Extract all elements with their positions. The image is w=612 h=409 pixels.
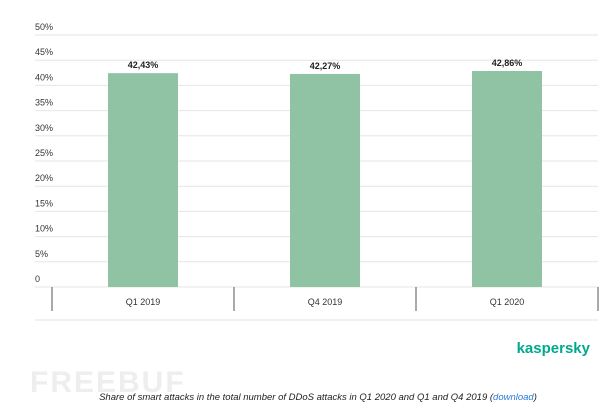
y-tick-label: 25% [35, 148, 53, 158]
caption-suffix: ) [533, 392, 537, 403]
x-tick-label: Q4 2019 [308, 297, 343, 307]
x-tick-label: Q1 2019 [126, 297, 161, 307]
y-tick-label: 50% [35, 22, 53, 32]
watermark: FREEBUF [30, 366, 186, 399]
y-tick-label: 35% [35, 98, 53, 108]
value-label: 42,43% [128, 60, 159, 70]
y-tick-label: 5% [35, 249, 48, 259]
y-tick-label: 15% [35, 198, 53, 208]
y-tick-label: 40% [35, 72, 53, 82]
y-tick-label: 20% [35, 173, 53, 183]
download-link[interactable]: download [493, 392, 534, 403]
y-tick-label: 10% [35, 224, 53, 234]
bar [472, 70, 542, 288]
brand-logo: kaspersky [517, 340, 591, 357]
caption-text: Share of smart attacks in the total numb… [99, 392, 494, 403]
value-label: 42,27% [310, 61, 341, 71]
y-tick-label: 45% [35, 47, 53, 57]
y-tick-label: 0 [35, 274, 40, 284]
value-label: 42,86% [492, 58, 523, 68]
y-tick-label: 30% [35, 123, 53, 133]
bar [108, 73, 178, 287]
bar [290, 73, 360, 287]
x-tick-label: Q1 2020 [490, 297, 525, 307]
caption: Share of smart attacks in the total numb… [99, 392, 537, 403]
